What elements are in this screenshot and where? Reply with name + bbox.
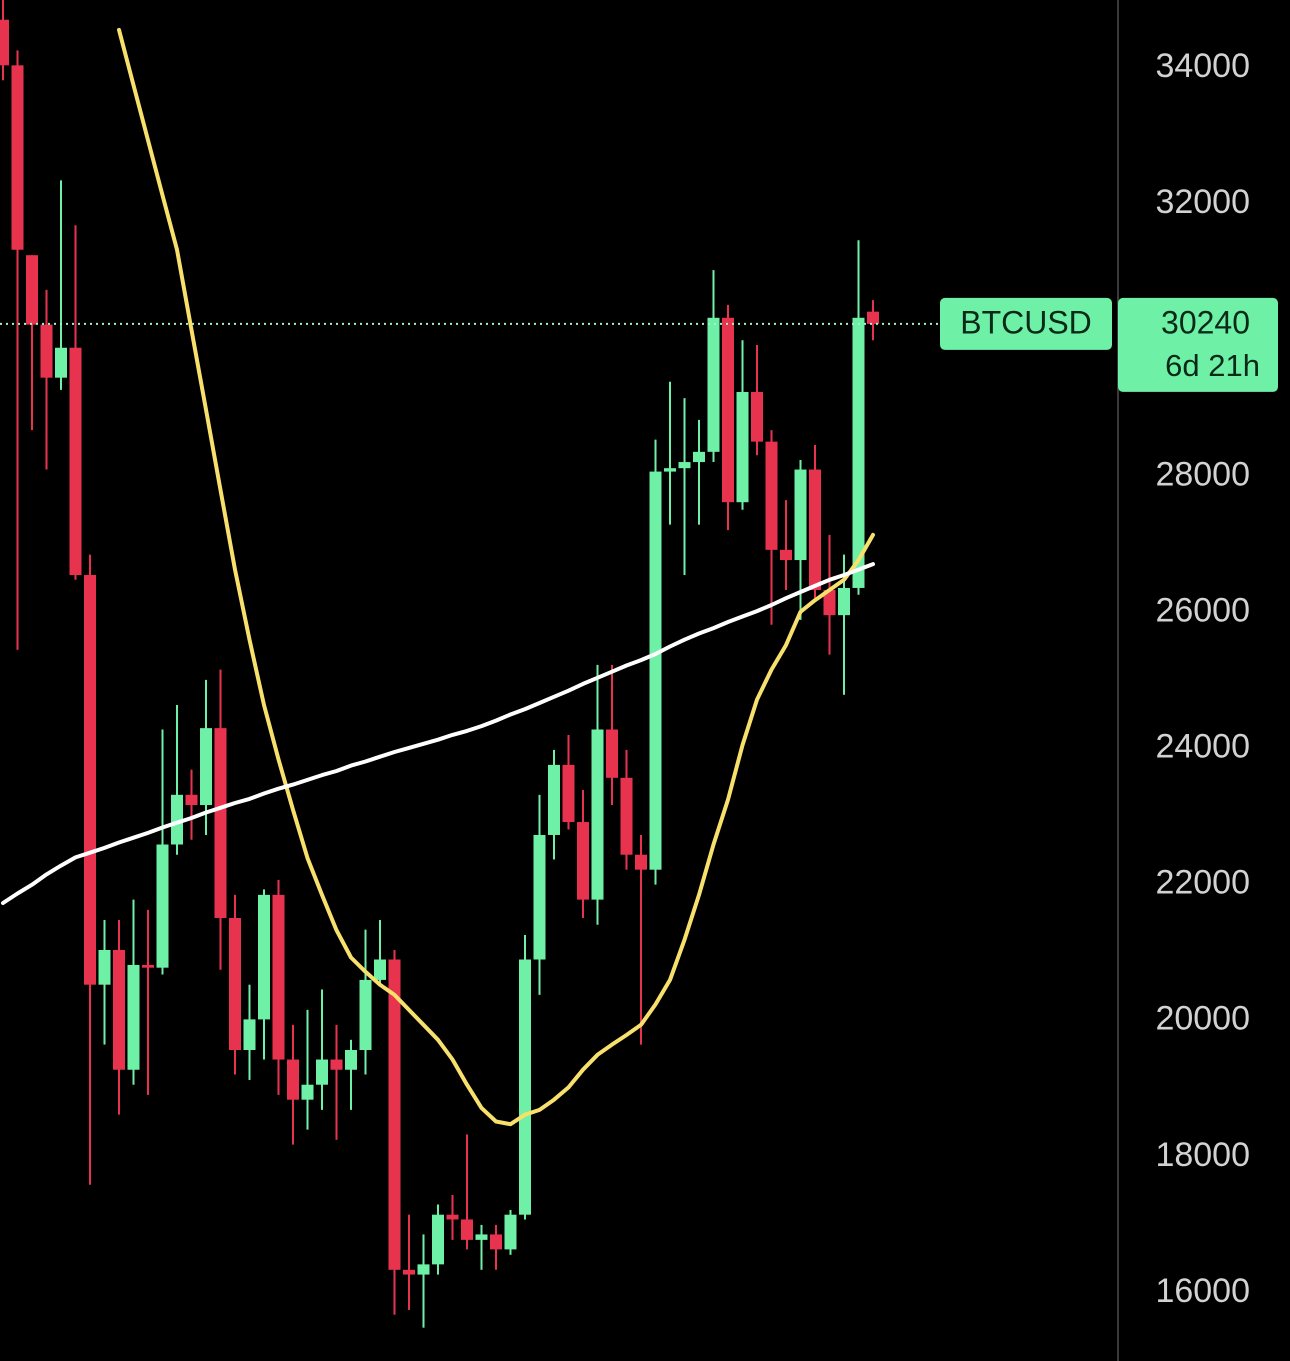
candle-body xyxy=(388,959,401,1270)
candle-body xyxy=(751,391,763,442)
candle-body xyxy=(562,764,575,823)
candle-body xyxy=(867,311,879,324)
candle-body xyxy=(127,964,140,1070)
y-tick-label: 26000 xyxy=(1155,591,1250,629)
candle-body xyxy=(707,317,720,452)
candle-body xyxy=(171,794,183,845)
candle-body xyxy=(794,469,807,561)
candles xyxy=(0,0,879,1328)
candle-body xyxy=(214,728,227,918)
candle-body xyxy=(852,317,865,588)
candle-body xyxy=(635,854,647,870)
y-tick-label: 24000 xyxy=(1155,728,1250,766)
candle-body xyxy=(243,1019,256,1051)
candle-body xyxy=(69,347,82,576)
candle-body xyxy=(606,729,618,778)
candle-body xyxy=(359,979,372,1051)
candle-body xyxy=(736,391,749,503)
candle-body xyxy=(40,324,53,378)
candle-body xyxy=(55,347,67,378)
candle-body xyxy=(156,844,169,968)
symbol-label: BTCUSD xyxy=(960,304,1092,340)
symbol-tag xyxy=(940,297,1112,350)
moving-average-line xyxy=(117,27,875,1127)
candle-body xyxy=(403,1269,415,1275)
candle-body xyxy=(765,441,778,550)
y-tick-label: 34000 xyxy=(1155,47,1250,85)
candle-body xyxy=(577,822,589,900)
candle-body xyxy=(678,462,691,469)
candle-body xyxy=(229,917,241,1051)
candle-body xyxy=(838,587,850,616)
y-tick-label: 28000 xyxy=(1155,455,1250,493)
candle-body xyxy=(591,729,604,900)
candle-body xyxy=(533,834,546,960)
candle-body xyxy=(301,1084,314,1100)
candle-body xyxy=(345,1050,357,1070)
candle-body xyxy=(432,1214,444,1265)
candle-body xyxy=(693,451,705,463)
candle-body xyxy=(287,1059,299,1100)
candle-body xyxy=(185,794,198,806)
last-price-label: 30240 xyxy=(1161,304,1250,340)
candle-body xyxy=(374,959,386,980)
y-tick-label: 32000 xyxy=(1155,183,1250,221)
candle-body xyxy=(446,1214,459,1220)
candle-body xyxy=(11,65,24,250)
candle-body xyxy=(475,1234,488,1240)
candle-body xyxy=(461,1219,473,1240)
candle-body xyxy=(200,728,212,806)
price-tag xyxy=(1118,297,1278,392)
y-tick-label: 16000 xyxy=(1155,1272,1250,1310)
candle-body xyxy=(809,469,821,590)
countdown-label: 6d 21h xyxy=(1165,348,1260,383)
candle-body xyxy=(258,894,270,1020)
candle-body xyxy=(504,1214,517,1250)
candle-body xyxy=(98,949,111,985)
candle-body xyxy=(519,959,531,1215)
candle-body xyxy=(548,764,560,835)
candle-body xyxy=(620,777,633,855)
y-tick-label: 20000 xyxy=(1155,1000,1250,1038)
candle-body xyxy=(780,549,792,561)
candle-body xyxy=(272,894,285,1060)
candle-body xyxy=(417,1264,430,1275)
candle-body xyxy=(84,575,96,985)
candle-body xyxy=(316,1059,328,1085)
candle-body xyxy=(330,1059,343,1070)
candle-body xyxy=(722,317,734,503)
candle-body xyxy=(823,589,836,616)
moving-average-line xyxy=(1,562,875,905)
candle-body xyxy=(113,949,125,1070)
candle-body xyxy=(142,964,154,968)
candle-body xyxy=(664,468,676,472)
y-tick-label: 22000 xyxy=(1155,864,1250,902)
candle-body xyxy=(649,471,662,870)
candle-body xyxy=(490,1234,502,1250)
y-tick-label: 18000 xyxy=(1155,1136,1250,1174)
candle-body xyxy=(26,255,38,325)
candle-body xyxy=(0,19,9,66)
